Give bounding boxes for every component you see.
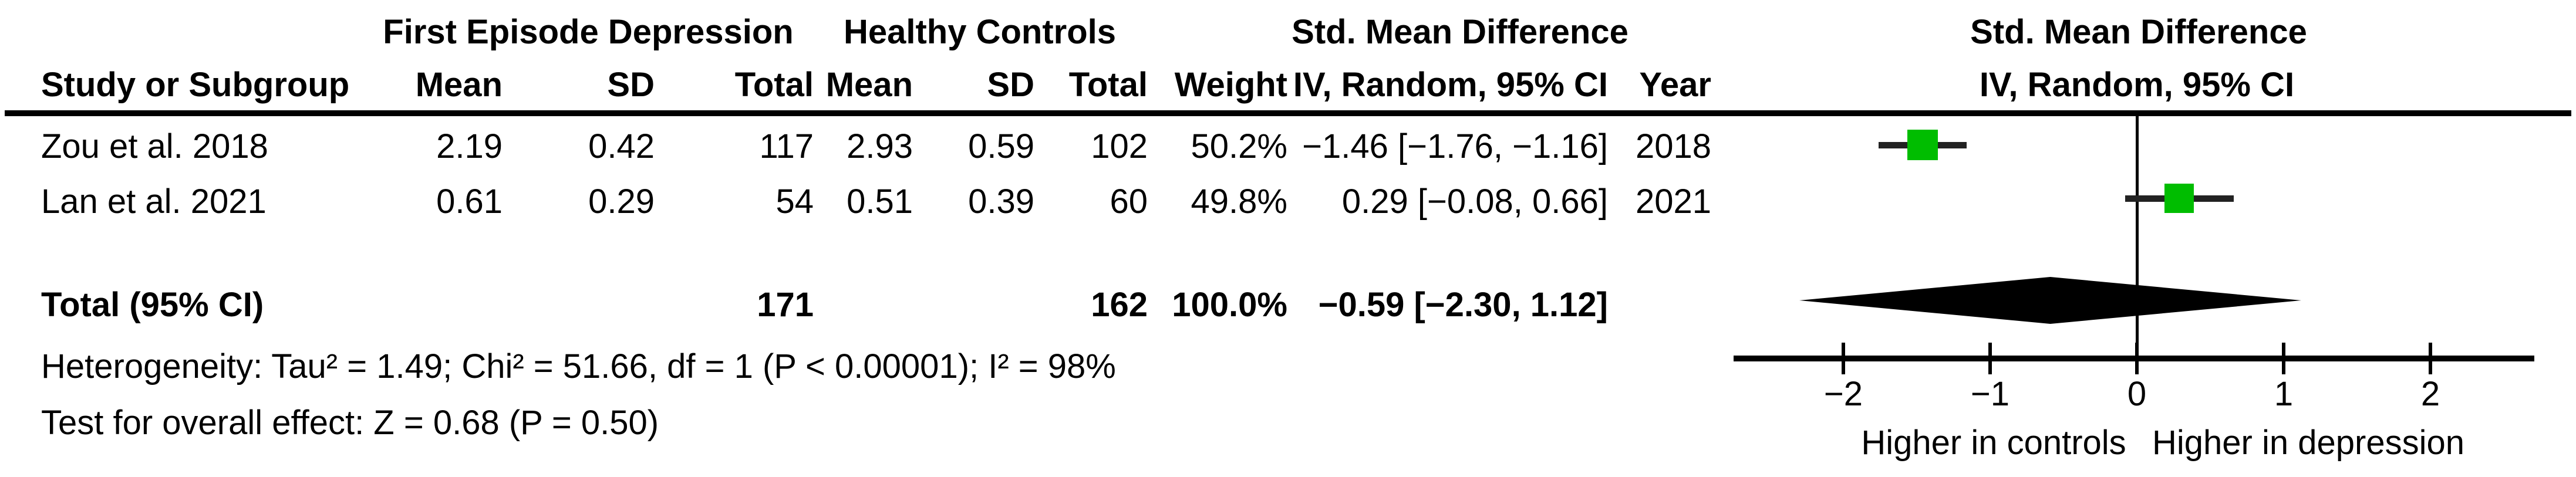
col-header-year: Year	[1639, 66, 1711, 104]
cell-mean-exp: 0.61	[436, 182, 503, 221]
x-axis-tick	[1842, 343, 1845, 374]
overall-effect-text: Test for overall effect: Z = 0.68 (P = 0…	[41, 404, 659, 442]
col-header-study: Study or Subgroup	[41, 66, 350, 104]
group-header-experimental: First Episode Depression	[383, 13, 794, 51]
cell-ci: −1.46 [−1.76, −1.16]	[1302, 127, 1608, 165]
study-marker-zou	[1907, 130, 1938, 160]
col-header-weight: Weight	[1174, 66, 1287, 104]
x-axis-tick	[1988, 343, 1992, 374]
heterogeneity-text: Heterogeneity: Tau² = 1.49; Chi² = 51.66…	[41, 347, 1116, 385]
cell-weight: 50.2%	[1191, 127, 1287, 165]
total-label: Total (95% CI)	[41, 286, 264, 324]
total-ctrl: 162	[1091, 286, 1148, 324]
col-header-sd-ctrl: SD	[987, 66, 1034, 104]
col-header-total-ctrl: Total	[1068, 66, 1148, 104]
cell-total-ctrl: 60	[1110, 182, 1148, 221]
cell-year: 2018	[1635, 127, 1711, 165]
cell-sd-exp: 0.42	[588, 127, 655, 165]
plot-header-iv: IV, Random, 95% CI	[1979, 66, 2295, 104]
zero-effect-line	[2136, 116, 2139, 358]
cell-sd-exp: 0.29	[588, 182, 655, 221]
group-header-control: Healthy Controls	[843, 13, 1117, 51]
cell-total-exp: 117	[759, 127, 814, 165]
axis-label-left: Higher in controls	[1861, 424, 2126, 462]
x-tick-label: 0	[2127, 375, 2147, 413]
cell-total-ctrl: 102	[1091, 127, 1148, 165]
cell-sd-ctrl: 0.39	[968, 182, 1034, 221]
x-tick-label: −1	[1970, 375, 2010, 413]
cell-mean-exp: 2.19	[436, 127, 503, 165]
x-tick-label: 2	[2420, 375, 2440, 413]
col-header-mean-exp: Mean	[415, 66, 503, 104]
study-label: Zou et al. 2018	[41, 127, 268, 165]
col-header-sd-exp: SD	[607, 66, 655, 104]
cell-mean-ctrl: 0.51	[847, 182, 913, 221]
group-header-effect: Std. Mean Difference	[1292, 13, 1628, 51]
study-label: Lan et al. 2021	[41, 182, 267, 221]
cell-weight: 49.8%	[1191, 182, 1287, 221]
total-weight: 100.0%	[1172, 286, 1287, 324]
x-axis-tick	[2282, 343, 2285, 374]
col-header-total-exp: Total	[734, 66, 814, 104]
total-exp: 171	[757, 286, 814, 324]
total-ci: −0.59 [−2.30, 1.12]	[1318, 286, 1608, 324]
x-axis-tick	[2135, 343, 2139, 374]
col-header-iv: IV, Random, 95% CI	[1293, 66, 1608, 104]
x-axis-tick	[2429, 343, 2432, 374]
summary-diamond	[1799, 277, 2301, 324]
x-tick-label: −2	[1823, 375, 1863, 413]
cell-mean-ctrl: 2.93	[847, 127, 913, 165]
cell-sd-ctrl: 0.59	[968, 127, 1034, 165]
plot-header-effect: Std. Mean Difference	[1970, 13, 2307, 51]
study-marker-lan	[2164, 184, 2194, 213]
x-axis-line	[1734, 356, 2534, 361]
x-tick-label: 1	[2274, 375, 2294, 413]
header-separator-line	[5, 110, 2571, 116]
cell-ci: 0.29 [−0.08, 0.66]	[1341, 182, 1608, 221]
axis-label-right: Higher in depression	[2152, 424, 2464, 462]
cell-total-exp: 54	[776, 182, 814, 221]
cell-year: 2021	[1635, 182, 1711, 221]
col-header-mean-ctrl: Mean	[825, 66, 913, 104]
